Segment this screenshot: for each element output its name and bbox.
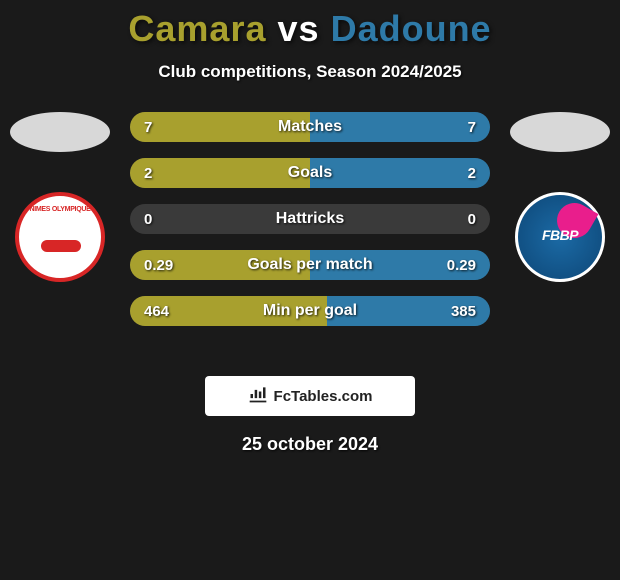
stat-bar-row: 22Goals xyxy=(130,158,490,188)
attribution-box: FcTables.com xyxy=(205,376,415,416)
stat-bar-row: 77Matches xyxy=(130,112,490,142)
player-right-column: FBBP xyxy=(500,112,620,282)
bar-label: Hattricks xyxy=(130,204,490,234)
player-right-badge: FBBP xyxy=(515,192,605,282)
bar-label: Matches xyxy=(130,112,490,142)
stat-bar-row: 0.290.29Goals per match xyxy=(130,250,490,280)
badge-left-text: NIMES OLYMPIQUE xyxy=(19,206,101,213)
player-left-column: NIMES OLYMPIQUE xyxy=(0,112,120,282)
stat-bars: 77Matches 22Goals 00Hattricks 0.290.29Goals… xyxy=(130,112,490,342)
badge-right-text: FBBP xyxy=(518,227,602,243)
bar-label: Min per goal xyxy=(130,296,490,326)
subtitle: Club competitions, Season 2024/2025 xyxy=(0,62,620,82)
stat-bar-row: 00Hattricks xyxy=(130,204,490,234)
date-text: 25 october 2024 xyxy=(0,434,620,455)
player2-name: Dadoune xyxy=(331,8,492,49)
player-left-flag xyxy=(10,112,110,152)
vs-text: vs xyxy=(278,8,320,49)
player-right-flag xyxy=(510,112,610,152)
attribution-text: FcTables.com xyxy=(274,388,373,405)
stat-bar-row: 464385Min per goal xyxy=(130,296,490,326)
chart-icon xyxy=(248,384,268,409)
bar-label: Goals xyxy=(130,158,490,188)
comparison-title: Camara vs Dadoune xyxy=(0,0,620,50)
player-left-badge: NIMES OLYMPIQUE xyxy=(15,192,105,282)
player1-name: Camara xyxy=(128,8,266,49)
comparison-content: NIMES OLYMPIQUE FBBP 77Matches 22Goals 00H… xyxy=(0,112,620,362)
bar-label: Goals per match xyxy=(130,250,490,280)
